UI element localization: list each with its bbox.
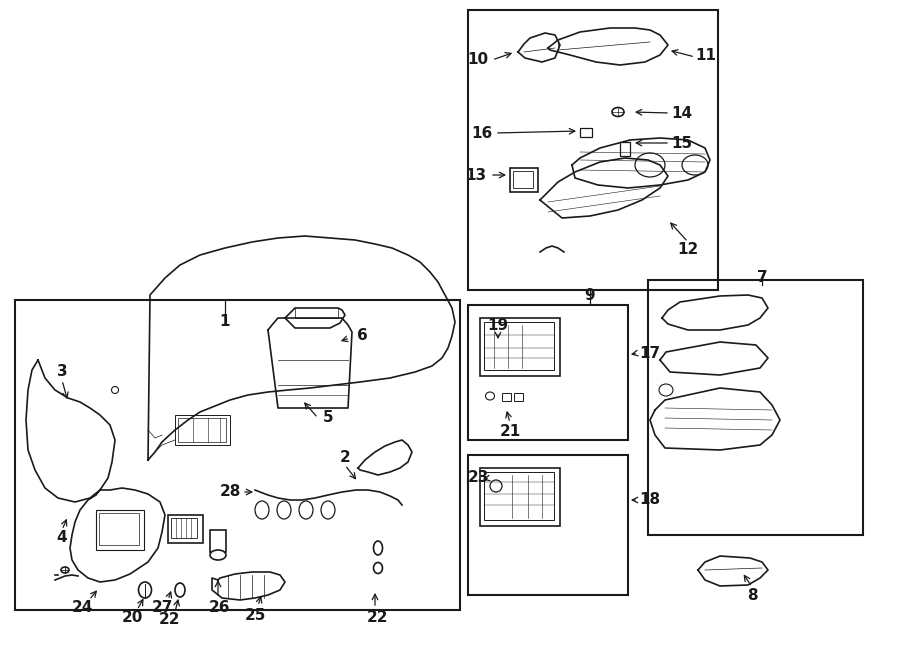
Ellipse shape: [374, 563, 382, 574]
Bar: [468, 305, 628, 440]
Bar: [175, 415, 230, 445]
Polygon shape: [268, 318, 352, 408]
Text: 21: 21: [500, 424, 520, 440]
Ellipse shape: [210, 550, 226, 560]
Polygon shape: [572, 138, 710, 188]
Text: 20: 20: [122, 611, 143, 625]
Bar: [178, 418, 226, 442]
Text: 25: 25: [244, 607, 266, 623]
Polygon shape: [148, 236, 455, 460]
Polygon shape: [285, 308, 345, 328]
Text: 17: 17: [639, 346, 661, 360]
Polygon shape: [650, 388, 780, 450]
Ellipse shape: [277, 501, 291, 519]
Text: 22: 22: [159, 613, 181, 627]
Bar: [580, 128, 592, 137]
Polygon shape: [698, 556, 768, 586]
Polygon shape: [358, 440, 412, 475]
Ellipse shape: [321, 501, 335, 519]
Ellipse shape: [299, 501, 313, 519]
Text: 15: 15: [671, 136, 693, 151]
Bar: [484, 472, 554, 520]
Text: 22: 22: [367, 611, 389, 625]
Bar: [513, 171, 533, 188]
Bar: [502, 393, 511, 401]
Text: 3: 3: [57, 364, 68, 379]
Polygon shape: [70, 488, 165, 582]
Polygon shape: [548, 28, 668, 65]
Ellipse shape: [374, 541, 382, 555]
Text: 2: 2: [339, 451, 350, 465]
Text: 14: 14: [671, 106, 693, 120]
Bar: [510, 168, 538, 192]
Text: 18: 18: [639, 492, 661, 508]
Text: 27: 27: [151, 600, 173, 615]
Bar: [168, 515, 203, 543]
Bar: [468, 455, 628, 595]
Text: 5: 5: [323, 410, 333, 426]
Text: 4: 4: [57, 531, 68, 545]
Text: 16: 16: [472, 126, 492, 141]
Text: 7: 7: [757, 270, 768, 286]
Bar: [484, 322, 554, 370]
Ellipse shape: [255, 501, 269, 519]
Bar: [480, 318, 560, 376]
Ellipse shape: [61, 567, 69, 573]
Text: 28: 28: [220, 485, 240, 500]
Bar: [15, 300, 460, 610]
Text: 26: 26: [209, 600, 230, 615]
Text: 13: 13: [465, 167, 487, 182]
Ellipse shape: [612, 108, 624, 116]
Ellipse shape: [175, 583, 185, 597]
Bar: [96, 510, 144, 550]
Bar: [171, 518, 197, 538]
Polygon shape: [26, 360, 115, 502]
Text: 11: 11: [696, 48, 716, 63]
Text: 6: 6: [356, 327, 367, 342]
Polygon shape: [660, 342, 768, 375]
Text: 9: 9: [585, 288, 595, 303]
Bar: [99, 513, 139, 545]
Bar: [468, 10, 718, 290]
Polygon shape: [212, 572, 285, 600]
Text: 12: 12: [678, 243, 698, 258]
Bar: [210, 530, 226, 552]
Bar: [514, 393, 523, 401]
Ellipse shape: [139, 582, 151, 598]
Polygon shape: [540, 158, 668, 218]
Bar: [648, 280, 863, 535]
Text: 19: 19: [488, 317, 508, 332]
Polygon shape: [518, 33, 560, 62]
Bar: [620, 142, 630, 156]
Text: 1: 1: [220, 315, 230, 329]
Text: 8: 8: [747, 588, 757, 602]
Text: 23: 23: [467, 471, 489, 485]
Bar: [480, 468, 560, 526]
Polygon shape: [662, 295, 768, 330]
Ellipse shape: [485, 392, 494, 400]
Text: 24: 24: [71, 600, 93, 615]
Text: 10: 10: [467, 52, 489, 67]
